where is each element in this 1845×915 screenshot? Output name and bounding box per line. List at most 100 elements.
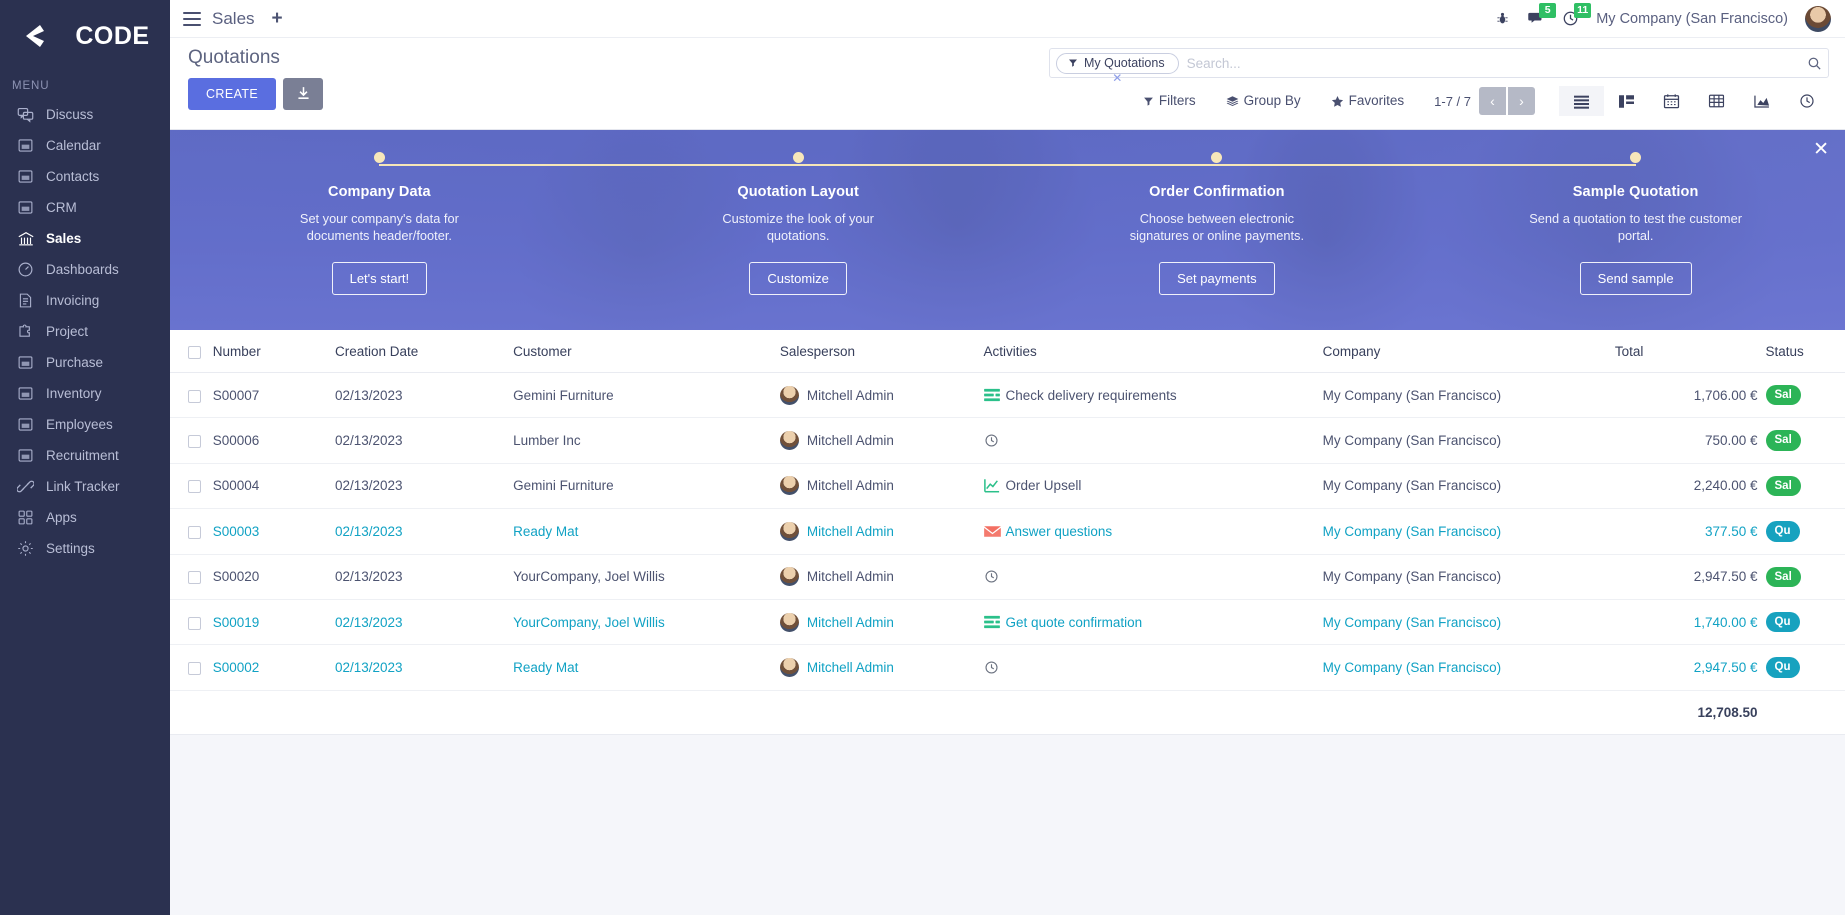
cell-activities[interactable]	[983, 417, 1323, 464]
table-row[interactable]: S00003 02/13/2023 Ready Mat Mitchell Adm…	[170, 508, 1845, 555]
search-facet-my-quotations[interactable]: My Quotations ✕	[1056, 52, 1179, 85]
table-totals-row: 12,708.50	[170, 690, 1845, 735]
activity-clock-icon[interactable]	[984, 568, 1001, 585]
activity-clock-icon[interactable]	[984, 659, 1001, 676]
chevron-left-icon[interactable]: ‹	[1479, 87, 1506, 115]
activity-clock-icon[interactable]	[1784, 86, 1829, 116]
status-badge: Qu	[1765, 657, 1800, 678]
sidebar-item-label: Contacts	[46, 168, 100, 184]
activity-clock-icon[interactable]	[984, 432, 1001, 449]
create-button[interactable]: CREATE	[188, 77, 277, 110]
activity-todo-icon[interactable]	[983, 614, 1001, 631]
search-bar[interactable]: My Quotations ✕	[1049, 48, 1829, 85]
pivot-table-icon[interactable]	[1694, 86, 1739, 116]
activity-email-icon[interactable]	[983, 523, 1001, 540]
calendar-view-icon[interactable]	[1649, 86, 1694, 116]
import-download-icon[interactable]	[283, 77, 324, 110]
cell-activities[interactable]	[983, 644, 1323, 691]
sidebar-item-employees[interactable]: Employees	[0, 409, 170, 440]
sidebar-item-link-tracker[interactable]: Link Tracker	[0, 471, 170, 502]
cell-activities[interactable]: Check delivery requirements	[983, 372, 1323, 419]
lets-start-button[interactable]: Let's start!	[331, 261, 428, 295]
brand-logo[interactable]: CODE	[0, 0, 170, 72]
sidebar-item-label: Dashboards	[46, 261, 119, 277]
activity-todo-icon[interactable]	[983, 387, 1001, 404]
chevron-right-icon[interactable]: ›	[1508, 87, 1535, 115]
column-header-company[interactable]: Company	[1322, 330, 1615, 373]
column-header-activities[interactable]: Activities	[983, 330, 1323, 373]
column-header-status[interactable]: Status	[1765, 330, 1845, 373]
sidebar-item-crm[interactable]: CRM	[0, 192, 170, 223]
activities-clock-icon[interactable]: 11	[1562, 3, 1592, 27]
hamburger-icon[interactable]	[183, 11, 201, 26]
column-header-creation-date[interactable]: Creation Date	[334, 330, 514, 373]
search-input[interactable]	[1178, 55, 1801, 71]
company-switcher[interactable]: My Company (San Francisco)	[1596, 10, 1788, 27]
sidebar-item-recruitment[interactable]: Recruitment	[0, 440, 170, 471]
sidebar-item-settings[interactable]: Settings	[0, 533, 170, 564]
step-description: Choose between electronic signatures or …	[1129, 211, 1305, 244]
column-header-customer[interactable]: Customer	[513, 330, 780, 373]
messages-icon[interactable]: 5	[1527, 2, 1557, 28]
cell-activities[interactable]: Answer questions	[983, 508, 1323, 555]
row-select-cell	[170, 644, 213, 691]
sidebar-item-inventory[interactable]: Inventory	[0, 378, 170, 409]
column-header-salesperson[interactable]: Salesperson	[779, 330, 984, 373]
activity-upsell-icon[interactable]	[983, 477, 1001, 494]
row-checkbox[interactable]	[188, 571, 201, 585]
cell-company: My Company (San Francisco)	[1322, 463, 1615, 510]
search-magnifier-icon[interactable]	[1801, 56, 1822, 71]
row-checkbox[interactable]	[188, 661, 201, 675]
groupby-menu[interactable]: Group By	[1226, 94, 1301, 108]
cell-number: S00007	[212, 372, 335, 419]
send-sample-button[interactable]: Send sample	[1579, 261, 1692, 295]
sidebar-item-dashboards[interactable]: Dashboards	[0, 254, 170, 285]
select-all-checkbox[interactable]	[188, 345, 201, 359]
avatar	[779, 567, 799, 587]
table-row[interactable]: S00006 02/13/2023 Lumber Inc Mitchell Ad…	[170, 417, 1845, 464]
sidebar-item-apps[interactable]: Apps	[0, 502, 170, 533]
close-x-icon[interactable]: ✕	[1112, 70, 1123, 85]
set-payments-button[interactable]: Set payments	[1159, 261, 1275, 295]
sidebar-item-discuss[interactable]: Discuss	[0, 99, 170, 130]
row-checkbox[interactable]	[188, 616, 201, 630]
table-row[interactable]: S00019 02/13/2023 YourCompany, Joel Will…	[170, 599, 1845, 646]
sidebar-item-sales[interactable]: Sales	[0, 223, 170, 254]
row-checkbox[interactable]	[188, 389, 201, 403]
sidebar-item-invoicing[interactable]: Invoicing	[0, 285, 170, 316]
list-view-icon[interactable]	[1559, 86, 1604, 116]
step-dot	[373, 152, 385, 163]
current-app-name[interactable]: Sales	[212, 8, 255, 28]
sidebar-item-calendar[interactable]: Calendar	[0, 130, 170, 161]
cell-activities[interactable]: Order Upsell	[983, 463, 1323, 510]
step-description: Send a quotation to test the customer po…	[1529, 211, 1742, 244]
sidebar-item-purchase[interactable]: Purchase	[0, 347, 170, 378]
table-row[interactable]: S00007 02/13/2023 Gemini Furniture Mitch…	[170, 372, 1845, 419]
cell-number: S00020	[212, 554, 335, 600]
row-checkbox[interactable]	[188, 480, 201, 494]
kanban-view-icon[interactable]	[1604, 86, 1649, 116]
cell-number: S00003	[212, 508, 335, 555]
favorites-menu[interactable]: Favorites	[1331, 94, 1404, 108]
plus-icon[interactable]: +	[271, 8, 283, 29]
close-x-icon[interactable]: ✕	[1813, 139, 1829, 160]
row-checkbox[interactable]	[188, 435, 201, 448]
filters-menu[interactable]: Filters	[1143, 94, 1196, 108]
sidebar-item-contacts[interactable]: Contacts	[0, 161, 170, 192]
sidebar-item-project[interactable]: Project	[0, 316, 170, 347]
bug-icon[interactable]	[1495, 11, 1510, 26]
user-avatar[interactable]	[1805, 5, 1831, 32]
group-layers-icon	[1226, 95, 1238, 106]
cell-activities[interactable]	[983, 554, 1323, 600]
row-checkbox[interactable]	[188, 525, 201, 539]
column-header-number[interactable]: Number	[212, 330, 335, 373]
table-row[interactable]: S00004 02/13/2023 Gemini Furniture Mitch…	[170, 463, 1845, 510]
column-header-total[interactable]: Total	[1614, 330, 1766, 373]
graph-chart-icon[interactable]	[1739, 86, 1784, 116]
table-row[interactable]: S00002 02/13/2023 Ready Mat Mitchell Adm…	[170, 644, 1845, 691]
dashboard-gauge-icon	[16, 260, 35, 279]
cell-activities[interactable]: Get quote confirmation	[983, 599, 1323, 646]
table-row[interactable]: S00020 02/13/2023 YourCompany, Joel Will…	[170, 554, 1845, 600]
customize-button[interactable]: Customize	[749, 261, 847, 295]
recruitment-icon	[16, 446, 35, 465]
